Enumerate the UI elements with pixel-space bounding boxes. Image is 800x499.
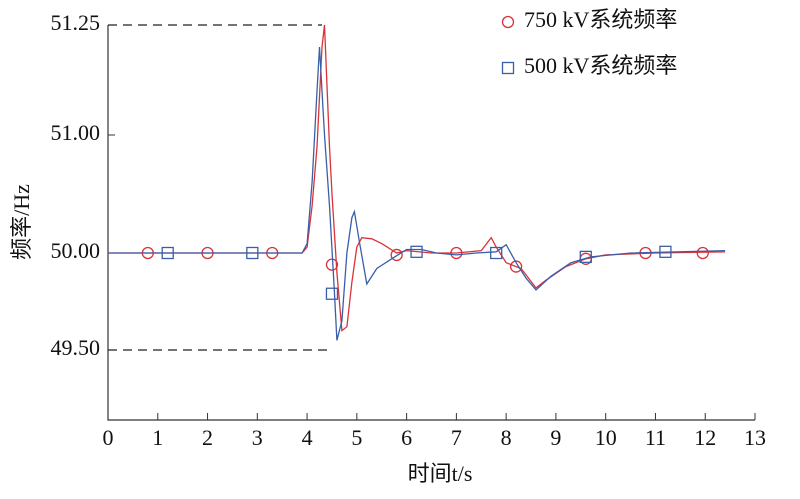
series-line bbox=[108, 24, 726, 332]
y-tick-label: 51.00 bbox=[51, 120, 101, 145]
x-tick-label: 5 bbox=[351, 425, 362, 450]
series-line bbox=[108, 46, 726, 341]
y-tick-label: 51.25 bbox=[51, 10, 101, 35]
marker bbox=[450, 246, 463, 260]
marker bbox=[161, 246, 174, 260]
x-tick-label: 9 bbox=[550, 425, 561, 450]
x-tick-label: 2 bbox=[202, 425, 213, 450]
marker bbox=[490, 246, 503, 260]
legend-marker bbox=[501, 15, 515, 29]
y-tick-label: 50.00 bbox=[51, 238, 101, 263]
x-tick-label: 4 bbox=[302, 425, 313, 450]
x-tick-label: 7 bbox=[451, 425, 462, 450]
marker bbox=[410, 245, 423, 258]
marker bbox=[659, 245, 672, 258]
x-tick-label: 1 bbox=[152, 425, 163, 450]
y-tick-label: 49.50 bbox=[51, 335, 101, 360]
marker bbox=[246, 246, 259, 260]
x-tick-label: 8 bbox=[501, 425, 512, 450]
x-tick-label: 10 bbox=[595, 425, 617, 450]
legend-marker bbox=[501, 61, 515, 75]
y-axis-label: 频率/Hz bbox=[9, 184, 34, 260]
x-tick-label: 0 bbox=[103, 425, 114, 450]
x-tick-label: 13 bbox=[744, 425, 766, 450]
x-tick-label: 11 bbox=[645, 425, 666, 450]
marker bbox=[390, 248, 403, 262]
marker bbox=[579, 250, 592, 264]
x-axis-label: 时间t/s bbox=[408, 461, 473, 486]
marker bbox=[696, 246, 709, 260]
marker bbox=[509, 260, 523, 273]
legend-label: 500 kV系统频率 bbox=[524, 53, 677, 78]
axes bbox=[107, 25, 755, 421]
legend-label: 750 kV系统频率 bbox=[524, 7, 677, 32]
x-tick-label: 3 bbox=[252, 425, 263, 450]
x-tick-label: 12 bbox=[694, 425, 716, 450]
x-tick-label: 6 bbox=[401, 425, 412, 450]
marker bbox=[325, 287, 339, 300]
